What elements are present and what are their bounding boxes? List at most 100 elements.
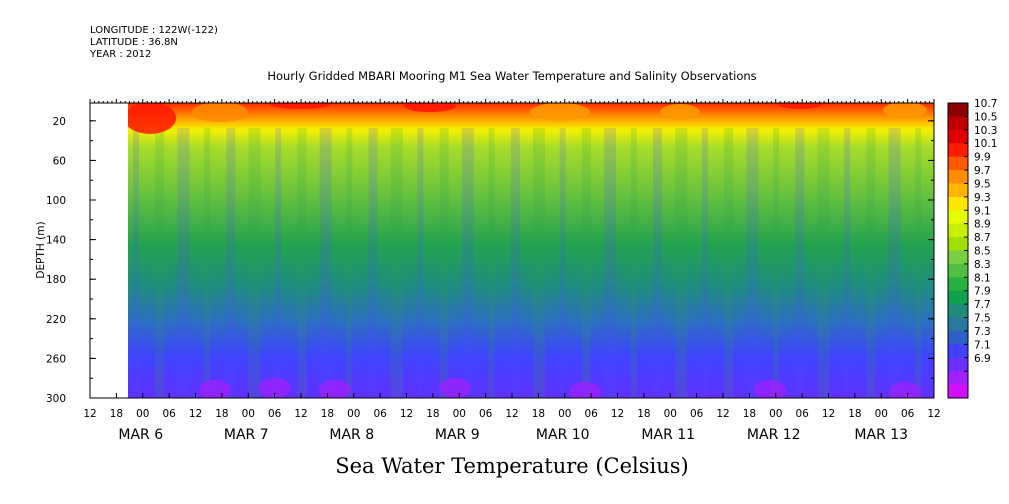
tidal-streak [390,128,403,398]
y-tick-label: 20 [53,116,66,128]
x-tick-label: 12 [822,408,835,420]
warm-patch [778,103,822,109]
heatmap-field [128,103,934,398]
colorbar-label: 7.1 [974,339,991,351]
tidal-streak [630,128,637,398]
tidal-streak [533,128,545,398]
tidal-streak [817,128,830,398]
colorbar-swatch [948,277,968,292]
tidal-streak [795,128,805,398]
x-tick-label: 06 [268,408,282,420]
tidal-streak [559,128,566,398]
colorbar-label: 7.3 [974,326,991,338]
tidal-streak [461,128,474,398]
x-axis: 12 18 00 06 12 18 00 06 12 18 00 06 12 18 00 06 12 18 00 06… [83,393,941,443]
x-tick-label: 12 [716,408,729,420]
colorbar-label: 8.1 [974,272,991,284]
colorbar-label: 6.9 [974,353,991,365]
colorbar-label: 10.3 [974,125,997,137]
x-tick-label: 12 [611,408,624,420]
tidal-streak [297,128,307,398]
tidal-streak [653,128,663,398]
colorbar-label: 9.5 [974,178,991,190]
colorbar: 10.710.5 10.310.1 9.99.79.5 9.39.1 8.98.7 8.5… [947,98,997,399]
tidal-streak [346,128,353,398]
x-tick-label: 12 [927,408,940,420]
warm-patch [660,104,700,120]
latitude-label: LATITUDE : 36.8N [90,37,178,48]
x-tick-label: 18 [110,408,123,420]
cold-patch [569,382,601,398]
x-tick-label: 06 [162,408,176,420]
colorbar-swatch [948,237,968,251]
x-day-label: MAR 10 [536,427,590,443]
y-tick-label: 180 [46,274,66,286]
x-tick-label: 12 [83,408,96,420]
colorbar-title: Sea Water Temperature (Celsius) [335,454,689,478]
x-tick-label: 18 [637,408,650,420]
cold-patch [259,378,291,398]
colorbar-swatch [948,371,968,386]
warm-patch [530,103,590,121]
tidal-streak [275,128,282,398]
x-tick-label: 00 [664,408,677,420]
tidal-streak [133,128,139,398]
tidal-streak [488,128,495,398]
y-tick-label: 140 [46,235,66,247]
x-tick-label: 00 [347,408,360,420]
x-tick-label: 12 [505,408,518,420]
colorbar-swatch [948,210,968,225]
year-label: YEAR : 2012 [90,49,152,60]
y-axis: 20 60 100 140 180 220 260 300 [46,116,934,405]
x-tick-label: 12 [400,408,413,420]
colorbar-label: 9.9 [974,152,991,164]
colorbar-label: 8.9 [974,219,991,231]
warm-patch [192,103,248,122]
tidal-streak [510,128,520,398]
plot-area [89,99,935,399]
colorbar-swatch [948,170,968,184]
x-day-label: MAR 9 [435,427,480,443]
colorbar-label: 7.7 [974,299,991,311]
colorbar-swatch [948,304,968,319]
x-tick-label: 00 [558,408,571,420]
y-tick-label: 220 [46,314,66,326]
x-day-label: MAR 7 [224,427,269,443]
warm-patch [883,103,927,118]
colorbar-label: 10.5 [974,111,997,123]
y-tick-label: 100 [46,195,66,207]
x-day-label: MAR 11 [641,427,695,443]
tidal-streak [844,128,851,398]
tidal-streak [417,128,424,398]
cold-patch [319,380,351,398]
tidal-streak [746,128,759,398]
colorbar-swatch [948,143,968,158]
colorbar-label: 7.9 [974,286,991,298]
colorbar-swatch [948,330,968,345]
warm-patch [404,103,456,112]
tidal-streak [604,128,617,398]
tidal-streak [368,128,378,398]
warm-patch [128,103,176,134]
tidal-streak [319,128,332,398]
colorbar-swatch [948,183,968,198]
colorbar-label: 8.7 [974,232,991,244]
x-tick-label: 06 [795,408,809,420]
colorbar-label: 8.3 [974,259,991,271]
colorbar-swatch [948,103,968,117]
colorbar-swatch [948,290,968,305]
tidal-streak [155,128,165,398]
tidal-streak [888,128,901,398]
x-day-label: MAR 6 [118,427,163,443]
colorbar-label: 10.1 [974,138,997,150]
y-tick-label: 300 [46,393,66,405]
colorbar-label: 9.7 [974,165,991,177]
colorbar-label: 10.7 [974,98,997,110]
tidal-streak [724,128,734,398]
x-day-label: MAR 13 [854,427,908,443]
x-tick-label: 00 [242,408,255,420]
x-tick-label: 06 [479,408,493,420]
colorbar-swatch [948,263,968,278]
x-tick-label: 00 [875,408,888,420]
